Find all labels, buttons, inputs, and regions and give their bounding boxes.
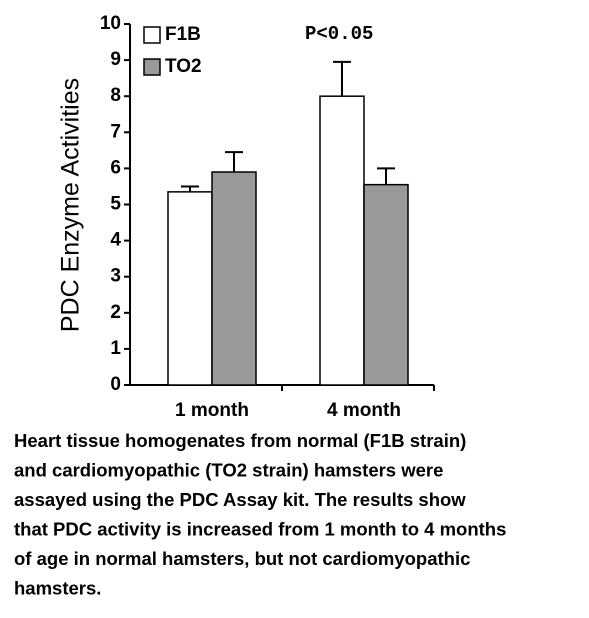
bar: [319, 95, 365, 386]
y-tick-label: 7: [110, 121, 121, 142]
error-bar: [225, 151, 243, 173]
y-axis-label: PDC Enzyme Activities: [57, 78, 85, 332]
y-tick-label: 0: [110, 374, 121, 395]
bar: [363, 183, 409, 386]
x-tick-label: 1 month: [175, 400, 249, 421]
caption-line: assayed using the PDC Assay kit. The res…: [14, 489, 466, 510]
caption-line: that PDC activity is increased from 1 mo…: [14, 518, 506, 539]
y-tick-label: 3: [110, 266, 121, 287]
legend-swatch: [143, 58, 161, 76]
bar: [211, 171, 257, 386]
annotation: P<0.05: [305, 23, 373, 45]
y-tick-label: 4: [110, 230, 121, 251]
error-bar: [333, 60, 351, 97]
bar: [167, 191, 213, 386]
legend-label: F1B: [165, 24, 201, 45]
caption-line: and cardiomyopathic (TO2 strain) hamster…: [14, 459, 443, 480]
y-tick-label: 6: [110, 157, 121, 178]
y-tick-label: 1: [110, 338, 121, 359]
x-tick-label: 4 month: [327, 400, 401, 421]
y-tick-label: 5: [110, 194, 121, 215]
error-bar: [377, 167, 395, 185]
legend-swatch: [143, 26, 161, 44]
y-tick-label: 10: [100, 13, 121, 34]
caption-line: of age in normal hamsters, but not cardi…: [14, 548, 470, 569]
caption-line: hamsters.: [14, 577, 101, 598]
caption-line: Heart tissue homogenates from normal (F1…: [14, 430, 466, 451]
legend-label: TO2: [165, 56, 202, 77]
y-tick-label: 9: [110, 49, 121, 70]
error-bar: [181, 185, 199, 192]
y-tick-label: 8: [110, 85, 121, 106]
y-tick-label: 2: [110, 302, 121, 323]
